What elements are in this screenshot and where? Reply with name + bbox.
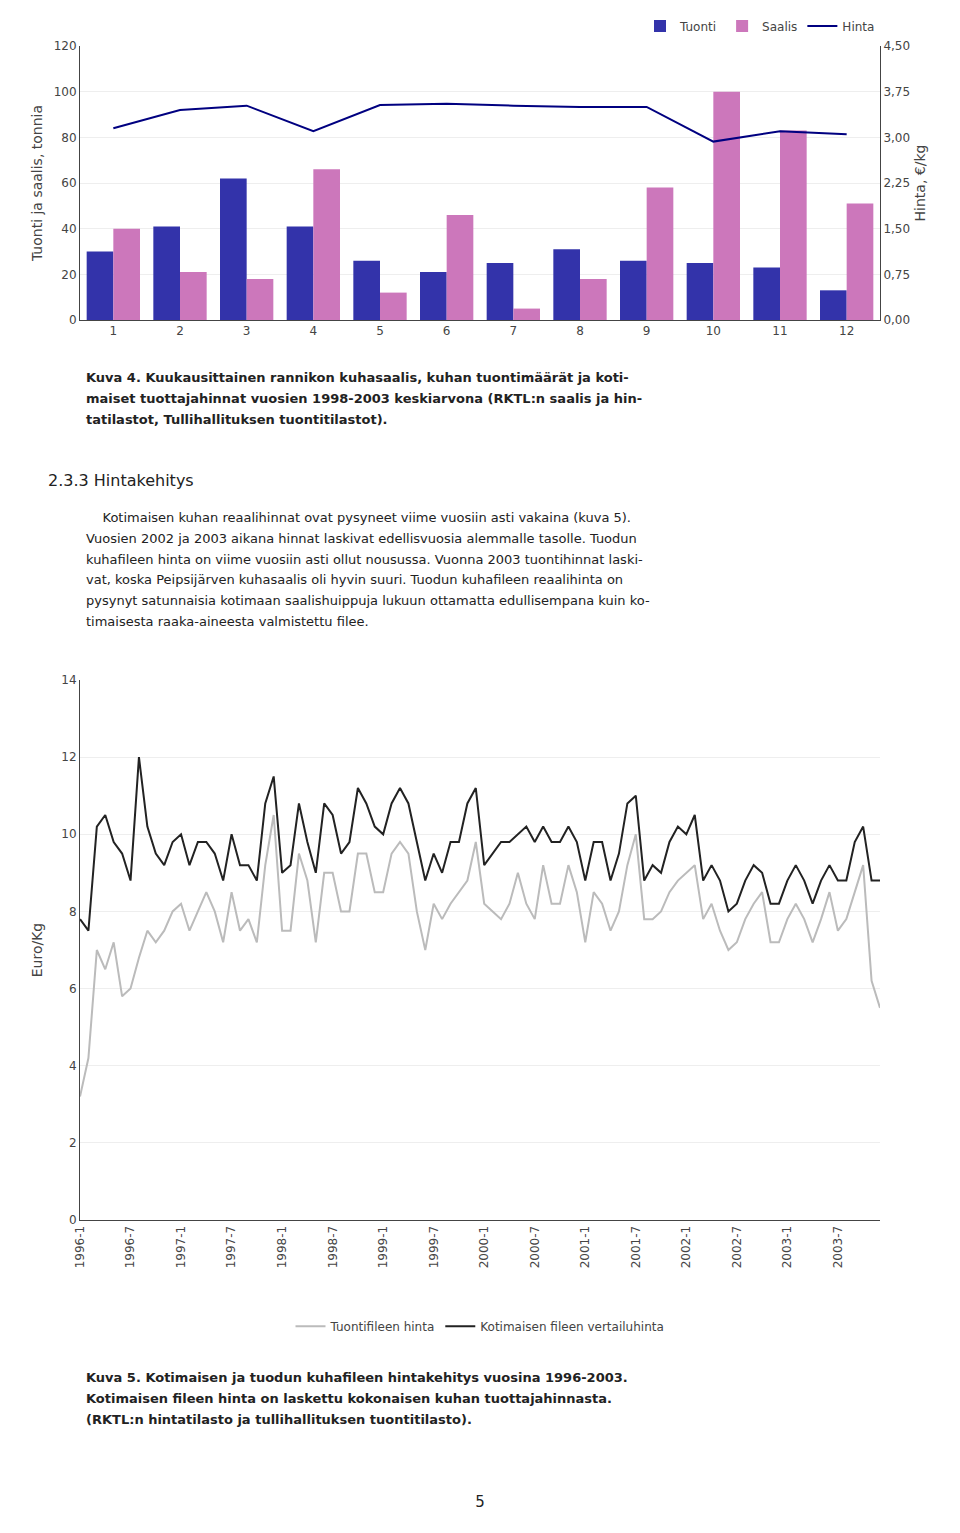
svg-text:100: 100	[54, 85, 77, 99]
svg-text:1999-1: 1999-1	[376, 1226, 390, 1269]
svg-text:1996-1: 1996-1	[73, 1226, 87, 1269]
svg-text:120: 120	[54, 39, 77, 53]
svg-text:0: 0	[69, 313, 77, 327]
svg-text:4: 4	[69, 1059, 77, 1073]
svg-text:1999-7: 1999-7	[427, 1226, 441, 1269]
svg-text:10: 10	[706, 324, 721, 338]
svg-text:12: 12	[61, 750, 76, 764]
svg-text:8: 8	[576, 324, 584, 338]
svg-text:12: 12	[839, 324, 854, 338]
svg-text:Hinta: Hinta	[842, 20, 874, 34]
svg-text:2000-7: 2000-7	[528, 1226, 542, 1269]
svg-text:Tuonti: Tuonti	[679, 20, 716, 34]
svg-text:1998-7: 1998-7	[326, 1226, 340, 1269]
svg-text:5: 5	[376, 324, 384, 338]
svg-text:2003-1: 2003-1	[780, 1226, 794, 1269]
html-text:Kuva 4. Kuukausittainen rannik: Kuva 4. Kuukausittainen rannikon kuhasaa…	[86, 370, 643, 427]
svg-text:1,50: 1,50	[883, 222, 910, 236]
svg-text:2: 2	[176, 324, 184, 338]
svg-text:0,75: 0,75	[883, 268, 910, 282]
html-text:Kuva 5. Kotimaisen ja tuodun k: Kuva 5. Kotimaisen ja tuodun kuhafileen …	[86, 1370, 628, 1427]
svg-text:40: 40	[61, 222, 76, 236]
svg-text:0: 0	[69, 1213, 77, 1227]
svg-text:2001-1: 2001-1	[578, 1226, 592, 1269]
svg-text:Tuontifileen hinta: Tuontifileen hinta	[330, 1320, 435, 1334]
html-text:Kotimaisen kuhan reaalihinnat: Kotimaisen kuhan reaalihinnat ovat pysyn…	[86, 510, 650, 629]
svg-text:60: 60	[61, 176, 76, 190]
svg-text:7: 7	[510, 324, 518, 338]
svg-text:1997-7: 1997-7	[224, 1226, 238, 1269]
svg-text:11: 11	[772, 324, 787, 338]
svg-text:Hinta, €/kg: Hinta, €/kg	[912, 145, 928, 222]
svg-text:2003-7: 2003-7	[831, 1226, 845, 1269]
svg-text:2001-7: 2001-7	[629, 1226, 643, 1269]
svg-text:Kotimaisen fileen vertailuhint: Kotimaisen fileen vertailuhinta	[480, 1320, 664, 1334]
svg-text:1996-7: 1996-7	[123, 1226, 137, 1269]
svg-text:0,00: 0,00	[883, 313, 910, 327]
svg-text:9: 9	[643, 324, 651, 338]
svg-text:Tuonti ja saalis, tonnia: Tuonti ja saalis, tonnia	[29, 105, 45, 262]
svg-text:1997-1: 1997-1	[174, 1226, 188, 1269]
html-text:5: 5	[475, 1493, 485, 1511]
svg-text:2,25: 2,25	[883, 176, 910, 190]
svg-text:1998-1: 1998-1	[275, 1226, 289, 1269]
svg-text:4: 4	[310, 324, 318, 338]
svg-text:10: 10	[61, 827, 76, 841]
svg-text:8: 8	[69, 905, 77, 919]
svg-text:3,00: 3,00	[883, 131, 910, 145]
svg-text:80: 80	[61, 131, 76, 145]
svg-text:14: 14	[61, 673, 76, 687]
svg-text:20: 20	[61, 268, 76, 282]
svg-text:2002-7: 2002-7	[730, 1226, 744, 1269]
svg-text:6: 6	[443, 324, 451, 338]
svg-text:2002-1: 2002-1	[679, 1226, 693, 1269]
svg-text:Euro/Kg: Euro/Kg	[29, 923, 45, 978]
svg-text:2: 2	[69, 1136, 77, 1150]
svg-text:6: 6	[69, 982, 77, 996]
svg-text:1: 1	[110, 324, 118, 338]
svg-text:3: 3	[243, 324, 251, 338]
html-text:2.3.3 Hintakehitys: 2.3.3 Hintakehitys	[48, 471, 194, 490]
svg-text:4,50: 4,50	[883, 39, 910, 53]
svg-text:3,75: 3,75	[883, 85, 910, 99]
svg-text:Saalis: Saalis	[762, 20, 797, 34]
svg-text:2000-1: 2000-1	[477, 1226, 491, 1269]
